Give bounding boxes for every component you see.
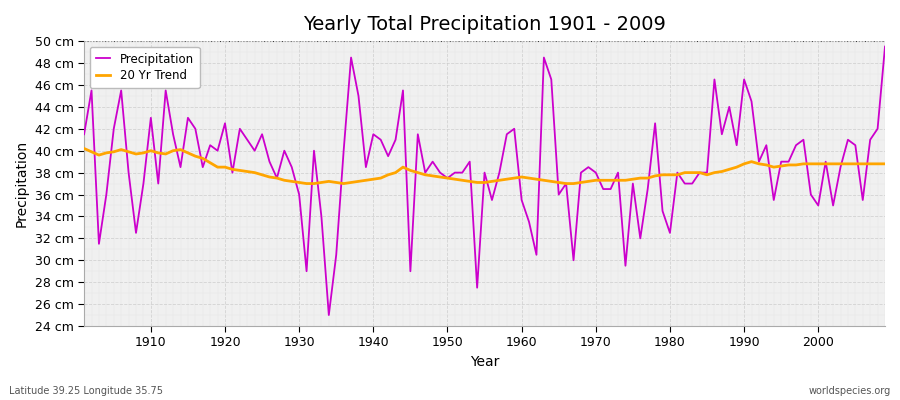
Precipitation [613,170,624,175]
Precipitation [138,181,148,186]
Legend: Precipitation, 20 Yr Trend: Precipitation, 20 Yr Trend [90,47,200,88]
20 Yr Trend [309,181,320,186]
Y-axis label: Precipitation: Precipitation [15,140,29,227]
Precipitation [353,94,364,98]
20 Yr Trend [138,150,148,155]
Precipitation [524,220,535,224]
Line: 20 Yr Trend: 20 Yr Trend [84,148,885,184]
Precipitation [323,313,334,318]
Precipitation [517,198,527,202]
20 Yr Trend [613,178,624,183]
20 Yr Trend [78,146,89,151]
Text: Latitude 39.25 Longitude 35.75: Latitude 39.25 Longitude 35.75 [9,386,163,396]
20 Yr Trend [517,174,527,179]
20 Yr Trend [524,176,535,180]
Precipitation [879,44,890,49]
20 Yr Trend [353,179,364,184]
Title: Yearly Total Precipitation 1901 - 2009: Yearly Total Precipitation 1901 - 2009 [303,15,666,34]
Line: Precipitation: Precipitation [84,46,885,315]
X-axis label: Year: Year [470,355,500,369]
Precipitation [302,269,312,274]
20 Yr Trend [879,162,890,166]
Text: worldspecies.org: worldspecies.org [809,386,891,396]
Precipitation [78,132,89,137]
20 Yr Trend [302,181,312,186]
